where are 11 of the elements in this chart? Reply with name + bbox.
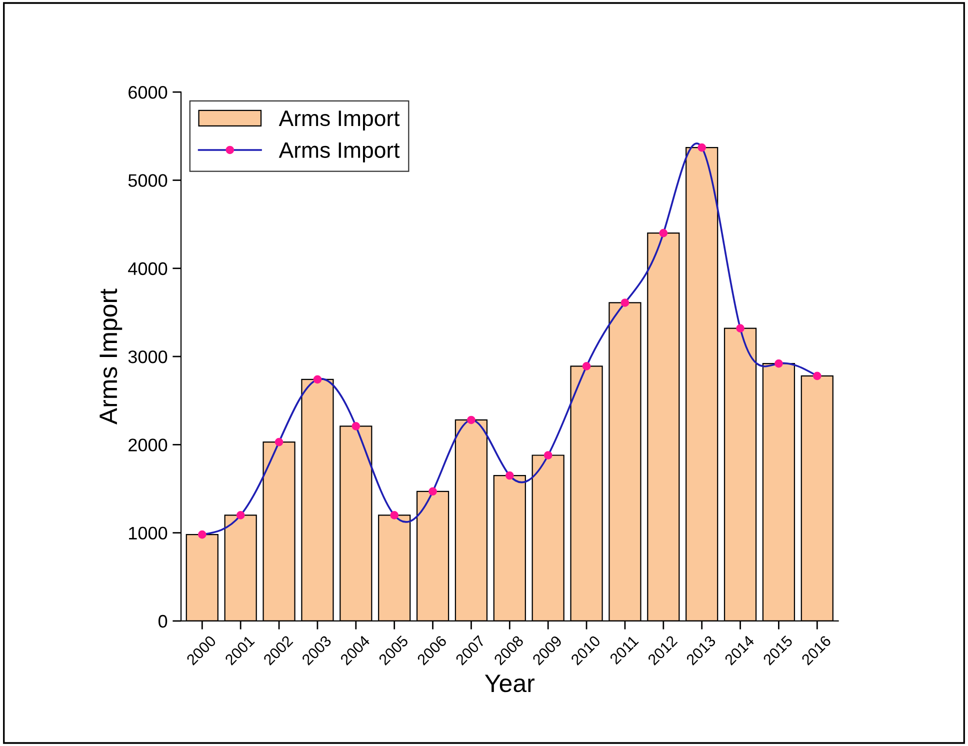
y-tick-label: 6000 xyxy=(128,86,168,99)
legend-label: Arms Import xyxy=(278,142,400,162)
y-tick-label: 2000 xyxy=(128,438,168,452)
y-tick-label: 1000 xyxy=(129,526,168,540)
legend-label: Arms Import xyxy=(278,110,400,131)
y-tick-label: 3000 xyxy=(128,350,168,364)
x-axis-title: Year xyxy=(484,674,534,692)
y-tick-label: 0 xyxy=(158,614,168,628)
y-tick-label: 5000 xyxy=(128,174,168,187)
y-tick-label: 4000 xyxy=(128,262,168,276)
y-axis-title: Arms Import xyxy=(100,288,122,425)
